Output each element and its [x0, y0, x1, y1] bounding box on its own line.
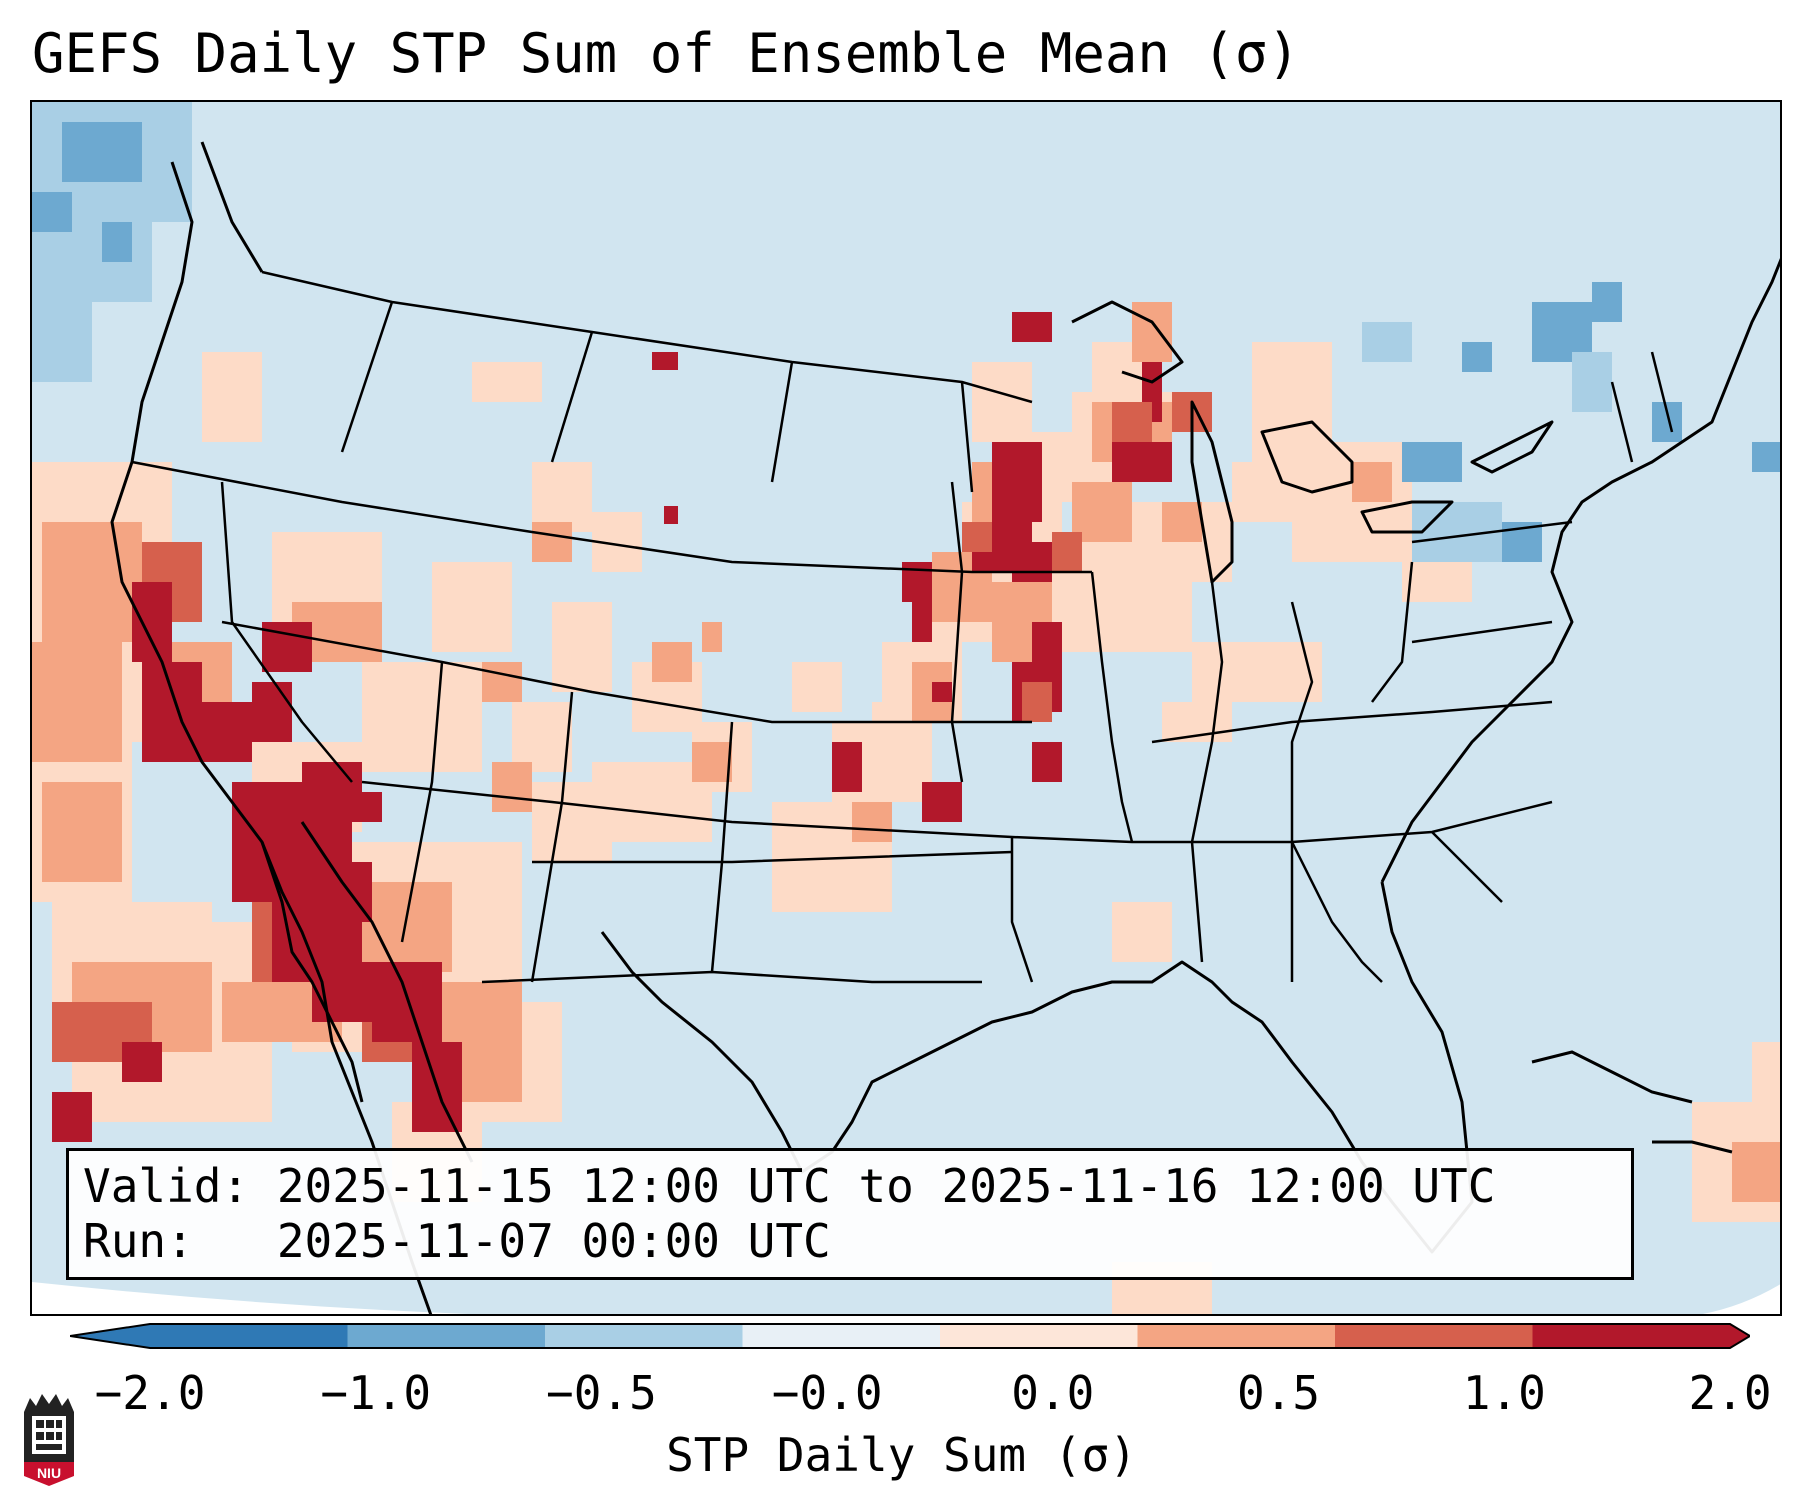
colorbar-segment: [1137, 1324, 1336, 1348]
colorbar-segment: [742, 1324, 941, 1348]
colorbar-tick-label: 0.5: [1237, 1366, 1321, 1420]
caribbean-islands: [1531, 1050, 1733, 1154]
colorbar-tick-label: −0.0: [771, 1366, 883, 1420]
valid-time-text: Valid: 2025-11-15 12:00 UTC to 2025-11-1…: [83, 1159, 1496, 1213]
colorbar-extend-low: [70, 1324, 150, 1348]
stp-cells-very-strong: [52, 582, 462, 1142]
colorbar-ticks: −2.0 −1.0 −0.5 −0.0 0.0 0.5 1.0 2.0: [0, 1366, 1803, 1420]
colorbar-tick-label: 2.0: [1688, 1366, 1772, 1420]
colorbar-tick-label: −1.0: [320, 1366, 432, 1420]
stp-cells-caribbean-mod: [1732, 1142, 1780, 1202]
stp-cells-plains-very-strong: [832, 312, 1172, 822]
colorbar-tick-label: 1.0: [1462, 1366, 1546, 1420]
logo-text: NIU: [37, 1465, 61, 1481]
colorbar-extend-high: [1730, 1324, 1750, 1348]
colorbar-segments: [70, 1324, 1750, 1348]
colorbar-outline: [70, 1323, 1750, 1349]
run-time-text: Run: 2025-11-07 00:00 UTC: [83, 1214, 831, 1268]
colorbar: [70, 1323, 1750, 1349]
projection-corner-right: [1702, 1284, 1780, 1314]
colorbar-label: STP Daily Sum (σ): [666, 1428, 1137, 1482]
map-panel[interactable]: [30, 100, 1782, 1316]
colorbar-tick-label: −0.5: [546, 1366, 657, 1420]
projection-corner: [32, 1282, 469, 1314]
map-title: GEFS Daily STP Sum of Ensemble Mean (σ): [32, 22, 1300, 85]
stp-map: [32, 102, 1780, 1314]
stp-cells-interior-west-mod: [482, 522, 732, 812]
colorbar-segment: [940, 1324, 1138, 1348]
colorbar-segment: [1532, 1324, 1731, 1348]
colorbar-segment: [347, 1324, 546, 1348]
colorbar-segment: [545, 1324, 743, 1348]
colorbar-segment: [1335, 1324, 1533, 1348]
niu-logo-icon: NIU: [24, 1394, 74, 1486]
colorbar-tick-label: 0.0: [1011, 1366, 1095, 1420]
stp-cells-negative-nw: [32, 102, 192, 382]
stp-cell-wyoming: [652, 352, 678, 370]
stp-cell-nm: [702, 622, 722, 652]
validity-info-box: Valid: 2025-11-15 12:00 UTC to 2025-11-1…: [66, 1148, 1634, 1280]
colorbar-tick-label: −2.0: [94, 1366, 206, 1420]
colorbar-segment: [150, 1324, 348, 1348]
stp-cells-negative-nw-strong: [32, 122, 142, 262]
stp-cell-colorado: [664, 506, 678, 524]
state-borders: [131, 270, 1674, 984]
